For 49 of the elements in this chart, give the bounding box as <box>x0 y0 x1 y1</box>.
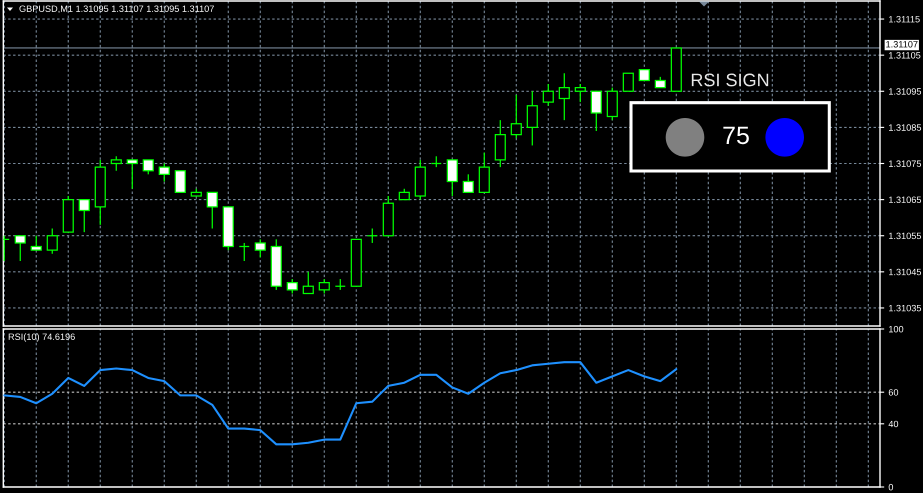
candlestick <box>206 192 218 230</box>
candlestick <box>318 278 330 294</box>
line-series <box>3 361 678 446</box>
candlestick <box>46 228 58 254</box>
candlestick <box>654 76 666 88</box>
chart-title: GBPUSD,M1 1.31095 1.31107 1.31095 1.31107 <box>19 5 214 14</box>
candlestick <box>14 235 26 262</box>
y-tick-label: 1.31065 <box>889 196 922 204</box>
candlestick <box>158 162 170 182</box>
candlestick <box>142 159 154 175</box>
y-tick-label: 1.31115 <box>889 16 920 22</box>
candlestick <box>110 156 122 172</box>
y-tick-label: 1.31075 <box>889 160 922 167</box>
candlestick <box>238 242 250 262</box>
candlestick <box>558 72 570 121</box>
y-tick-label: 40 <box>888 420 898 428</box>
candlestick <box>302 271 314 294</box>
y-tick-label: 1.31105 <box>889 52 920 59</box>
candlestick <box>510 94 522 139</box>
candlestick <box>398 188 410 200</box>
annotation: 75 <box>723 126 749 144</box>
candlestick <box>542 83 554 106</box>
y-tick-label: 100 <box>889 326 904 332</box>
candlestick <box>334 278 346 291</box>
candlestick <box>446 159 458 197</box>
y-tick-label: 1.31085 <box>889 124 922 131</box>
y-tick-label: 1.31095 <box>889 88 922 95</box>
candlestick <box>430 156 442 168</box>
candlestick <box>126 159 138 190</box>
candlestick <box>526 90 538 146</box>
y-tick-label: 1.31035 <box>889 304 922 312</box>
candlestick <box>638 68 650 82</box>
candlestick <box>574 83 586 103</box>
candlestick <box>286 278 298 294</box>
y-tick-label: 60 <box>888 389 898 396</box>
candlestick <box>254 238 266 258</box>
annotation: RSI SIGN <box>692 74 768 86</box>
candlestick <box>30 235 42 251</box>
candlestick <box>462 174 474 194</box>
chart-title: RSI(10) 74.6196 <box>8 333 75 342</box>
candlestick <box>174 170 186 194</box>
candlestick <box>78 198 90 233</box>
ref-line-label: 1.31107 <box>886 41 918 48</box>
y-tick-label: 1.31055 <box>889 232 922 240</box>
candlestick <box>590 90 602 132</box>
y-tick-label: 0 <box>888 484 894 490</box>
y-tick-label: 1.31045 <box>889 268 922 276</box>
candlestick <box>622 72 634 92</box>
candlestick <box>366 228 378 244</box>
